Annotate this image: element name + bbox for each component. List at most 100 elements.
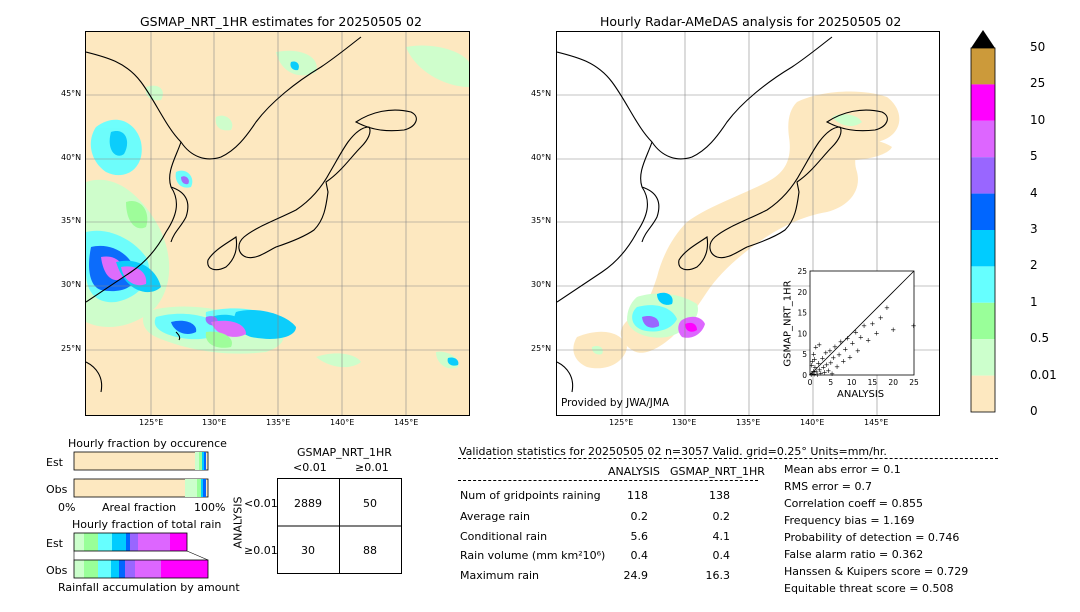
scatter-ytick: 15 xyxy=(797,309,807,318)
scatter-point: + xyxy=(823,349,829,357)
gsmap-map-svg xyxy=(86,32,469,415)
occ-obs-label: Obs xyxy=(46,483,68,496)
scatter-point: + xyxy=(884,304,890,312)
scatter-point: + xyxy=(820,355,826,363)
rain-obs-seg1 xyxy=(74,560,84,578)
scatter-point: + xyxy=(842,345,848,353)
colorbar-label: 0 xyxy=(1030,404,1038,418)
scatter-point: + xyxy=(858,334,864,342)
scatter-point: + xyxy=(869,320,875,328)
stats-row-a: 5.6 xyxy=(630,530,649,543)
colorbar-label: 4 xyxy=(1030,185,1038,200)
left-map-title: GSMAP_NRT_1HR estimates for 20250505 02 xyxy=(140,14,422,29)
rain-obs-seg8 xyxy=(161,560,208,578)
score-rms: RMS error = 0.7 xyxy=(784,480,872,493)
scatter-xlabel: ANALYSIS xyxy=(837,389,885,400)
scatter-point: + xyxy=(822,368,828,376)
colorbar-block xyxy=(971,302,995,340)
scatter-point: + xyxy=(813,368,819,376)
scatter-point: + xyxy=(845,335,851,343)
scatter-point: + xyxy=(890,326,896,334)
occ-title: Hourly fraction by occurence xyxy=(68,437,227,450)
colorbar-label: 1 xyxy=(1030,294,1038,309)
colorbar-label: 50 xyxy=(1030,40,1046,54)
stats-row-a: 0.2 xyxy=(630,510,649,523)
left-lat-25: 25°N xyxy=(61,344,82,353)
scatter-point: + xyxy=(810,357,816,365)
ct-row-1: ≥0.01 xyxy=(244,544,278,557)
occ-obs-bar xyxy=(73,478,209,498)
scatter-point: + xyxy=(815,360,821,368)
stats-row-g: 0.2 xyxy=(712,510,731,523)
colorbar-label: 2 xyxy=(1030,258,1038,273)
scatter-point: + xyxy=(829,370,835,378)
scatter-xtick: 25 xyxy=(909,378,919,387)
score-far: False alarm ratio = 0.362 xyxy=(784,548,924,561)
scatter-point: + xyxy=(811,370,817,378)
scatter-point: + xyxy=(849,340,855,348)
colorbar-block xyxy=(971,375,995,412)
left-lat-45: 45°N xyxy=(61,89,82,98)
stats-row-label: Conditional rain xyxy=(460,530,548,543)
colorbar-block xyxy=(971,193,995,230)
scatter-ticks: 00 5 5 10 10 15 15 20 20 25 25 xyxy=(797,267,919,387)
occ-est-seg1 xyxy=(195,452,201,470)
left-lon-140: 140°E xyxy=(330,418,355,427)
scatter-xtick: 5 xyxy=(828,378,833,387)
rain-obs-seg2 xyxy=(84,560,98,578)
colorbar-block xyxy=(971,84,995,121)
scatter-ytick: 20 xyxy=(797,288,807,297)
colorbar-label: 0.01 xyxy=(1030,367,1057,382)
scatter-point: + xyxy=(836,351,842,359)
rain-title: Hourly fraction of total rain xyxy=(72,518,222,531)
scatter-diagonal xyxy=(809,270,915,376)
stats-row-label: Maximum rain xyxy=(460,569,539,582)
ct-col-1: ≥0.01 xyxy=(355,461,389,474)
occurrence-bars xyxy=(73,451,209,498)
rain-est-seg3 xyxy=(98,533,112,551)
credit-text: Provided by JWA/JMA xyxy=(561,397,670,409)
scatter-xtick: 10 xyxy=(847,378,857,387)
right-lat-30: 30°N xyxy=(531,280,552,289)
ct-grid xyxy=(277,478,402,574)
scatter-ytick: 10 xyxy=(797,329,807,338)
gsmap-map xyxy=(85,31,470,416)
ct-title: GSMAP_NRT_1HR xyxy=(297,446,392,459)
scatter-point: + xyxy=(827,347,833,355)
colorbar-block xyxy=(971,230,995,267)
stats-divider xyxy=(458,458,998,459)
colorbar-block xyxy=(971,120,995,158)
occ-est-bar xyxy=(73,451,209,471)
stats-row-label: Rain volume (mm km²10⁶) xyxy=(460,549,606,562)
colorbar-block xyxy=(971,157,995,194)
stats-row-a: 118 xyxy=(627,489,648,502)
occ-est-seg4 xyxy=(204,452,206,470)
colorbar-blocks xyxy=(970,47,996,413)
scatter-point: + xyxy=(820,364,826,372)
stats-row-a: 24.9 xyxy=(623,569,649,582)
scatter-point: + xyxy=(818,370,824,378)
right-lat-35: 35°N xyxy=(531,216,552,225)
scatter-point: + xyxy=(911,322,917,330)
right-lon-135: 135°E xyxy=(736,418,761,427)
occ-obs-seg3 xyxy=(201,479,203,497)
ct-row-axis: ANALYSIS xyxy=(231,496,245,549)
right-lat-25: 25°N xyxy=(531,344,552,353)
left-lat-30: 30°N xyxy=(61,280,82,289)
scatter-xtick: 20 xyxy=(888,378,898,387)
score-mae: Mean abs error = 0.1 xyxy=(784,463,901,476)
rain-est-label: Est xyxy=(46,537,63,550)
scatter-point: + xyxy=(861,322,867,330)
scatter-point: + xyxy=(834,363,840,371)
score-freq-bias: Frequency bias = 1.169 xyxy=(784,514,915,527)
right-lon-145: 145°E xyxy=(864,418,889,427)
rain-xlabel: Rainfall accumulation by amount xyxy=(58,581,240,594)
occ-est-seg2 xyxy=(199,452,202,470)
colorbar-block xyxy=(971,339,995,376)
score-ets: Equitable threat score = 0.508 xyxy=(784,582,954,595)
left-lat-35: 35°N xyxy=(61,216,82,225)
left-lon-135: 135°E xyxy=(266,418,291,427)
left-lon-125: 125°E xyxy=(139,418,164,427)
scatter-point: + xyxy=(815,371,821,379)
rain-obs-label: Obs xyxy=(46,564,68,577)
